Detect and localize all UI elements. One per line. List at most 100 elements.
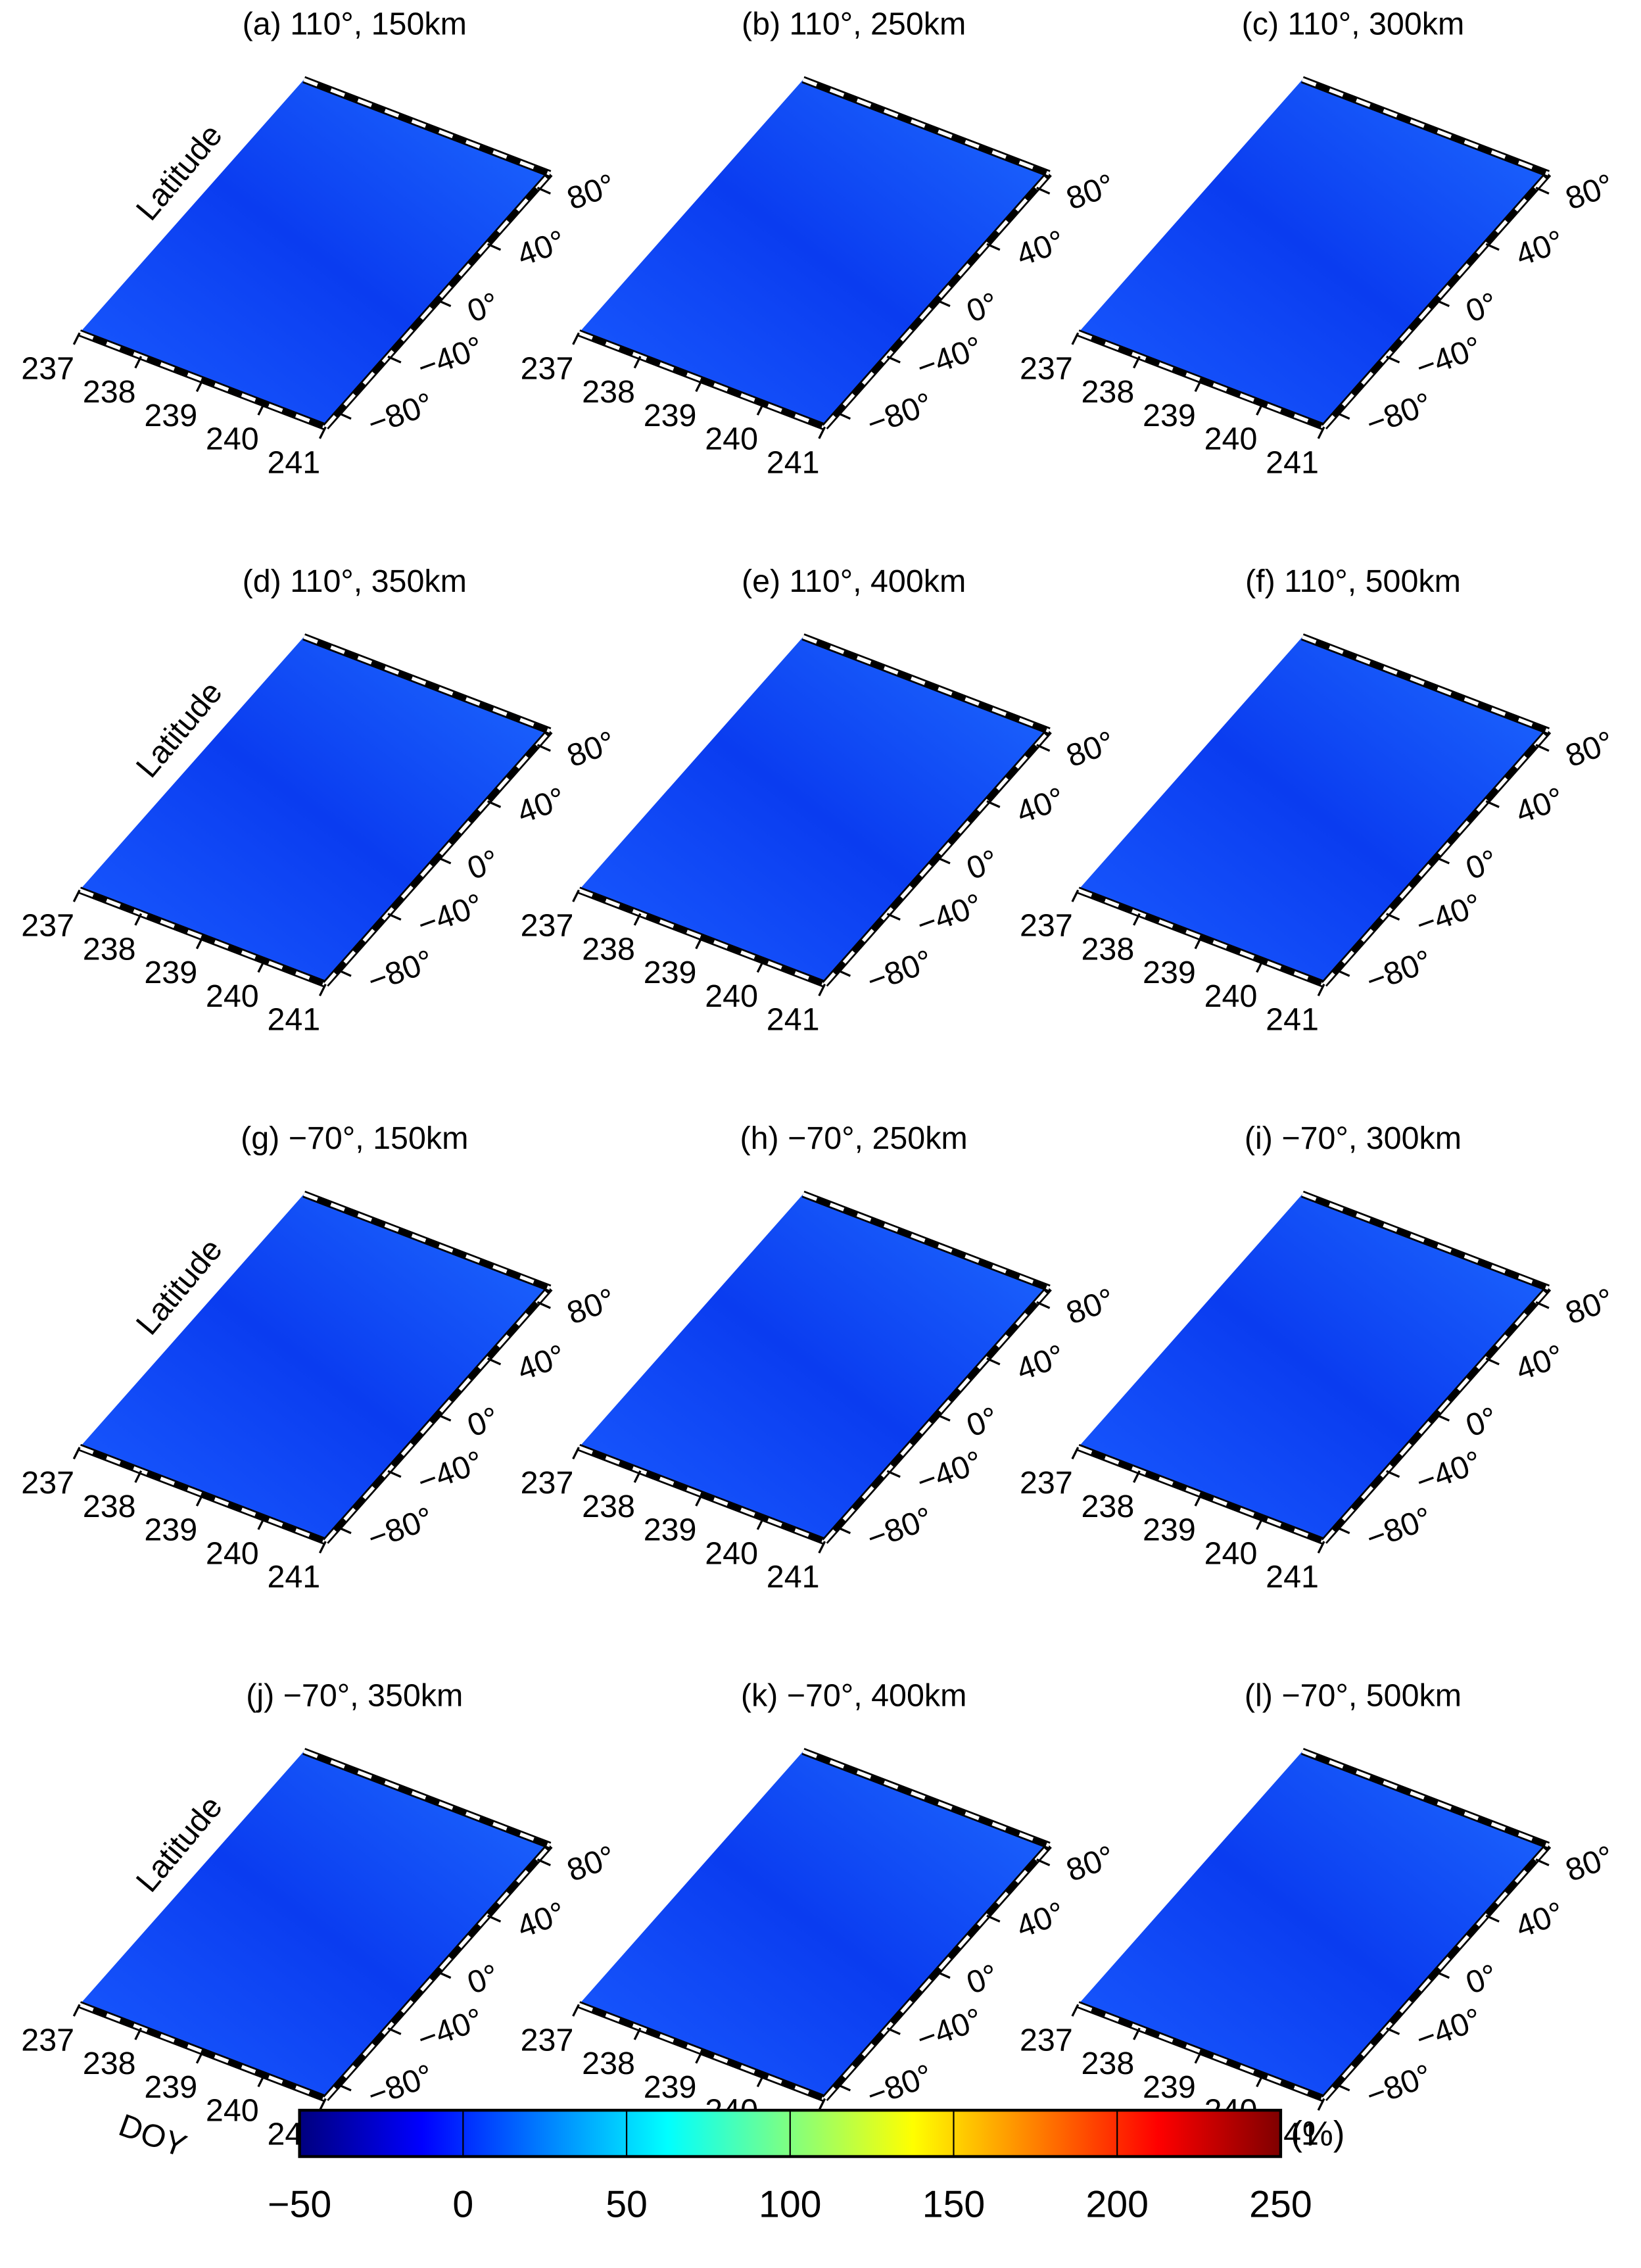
surface — [1078, 637, 1549, 984]
x-tick-label: 239 — [1143, 955, 1196, 990]
y-tick — [387, 913, 402, 921]
x-tick — [1317, 426, 1325, 439]
y-tick-label: −80° — [1362, 2058, 1437, 2113]
y-tick-label: 0° — [1462, 1400, 1502, 1444]
y-tick — [1485, 800, 1500, 808]
y-tick — [886, 2027, 901, 2035]
surface — [1078, 1194, 1549, 1542]
panel-title: (f) 110°, 500km — [1245, 564, 1461, 599]
x-tick — [633, 356, 642, 369]
x-tick — [1071, 1447, 1080, 1460]
x-tick — [134, 913, 143, 926]
y-tick-label: −80° — [863, 943, 938, 999]
x-tick-label: 241 — [1266, 1002, 1319, 1038]
x-tick-label: 241 — [1266, 1559, 1319, 1595]
frame-edge — [302, 1190, 552, 1292]
y-tick — [1435, 856, 1450, 865]
colorbar-tick-label: 200 — [1085, 2184, 1148, 2226]
x-tick — [818, 2098, 826, 2111]
surface — [579, 1751, 1049, 2099]
x-tick — [318, 983, 327, 997]
y-tick — [1036, 744, 1051, 752]
x-tick — [1194, 2051, 1202, 2064]
x-tick — [1194, 936, 1202, 950]
x-tick-label: 238 — [1082, 931, 1135, 967]
y-tick-label: −40° — [413, 1444, 488, 1500]
y-tick-label: 40° — [1511, 781, 1568, 831]
x-tick — [695, 936, 703, 950]
y-tick — [487, 243, 502, 251]
y-tick-label: 0° — [463, 843, 504, 887]
panel: (a) 110°, 150km237238239240241−80°−40°0°… — [21, 6, 620, 480]
x-tick — [195, 1493, 204, 1507]
x-tick-label: 238 — [582, 931, 635, 967]
y-tick — [1535, 1858, 1550, 1867]
y-tick — [836, 1526, 851, 1535]
y-tick-label: −80° — [363, 1501, 438, 1556]
frame-edge — [801, 76, 1051, 178]
y-tick — [936, 299, 951, 308]
x-tick — [756, 2074, 765, 2088]
y-tick-label: −40° — [912, 2001, 987, 2057]
panel-title: (c) 110°, 300km — [1242, 6, 1465, 41]
panel-title: (b) 110°, 250km — [742, 6, 966, 41]
y-tick-label: 0° — [1462, 286, 1502, 330]
x-tick — [572, 1447, 580, 1460]
y-tick — [986, 800, 1001, 808]
x-tick — [633, 913, 642, 926]
x-tick — [195, 2051, 204, 2064]
surface — [579, 80, 1049, 427]
x-tick-label: 240 — [1204, 978, 1258, 1014]
y-tick-label: 0° — [463, 1400, 504, 1444]
y-tick-label: −80° — [1362, 943, 1437, 999]
y-tick-label: 40° — [1012, 781, 1069, 831]
y-tick — [387, 355, 402, 364]
x-tick-label: 241 — [767, 1559, 820, 1595]
y-tick — [387, 1470, 402, 1478]
x-tick-label: 240 — [705, 1535, 758, 1571]
x-tick-label: 239 — [144, 955, 197, 990]
surface — [1078, 1751, 1549, 2099]
x-tick — [257, 1517, 266, 1530]
panel: (d) 110°, 350km237238239240241−80°−40°0°… — [21, 564, 620, 1038]
x-tick — [318, 426, 327, 439]
y-tick-label: 80° — [1062, 725, 1119, 775]
y-tick-label: 80° — [1561, 1839, 1618, 1889]
x-tick — [195, 379, 204, 393]
x-tick-label: 239 — [144, 398, 197, 433]
y-tick — [886, 1470, 901, 1478]
x-tick-label: 237 — [1020, 2022, 1073, 2058]
x-tick — [695, 2051, 703, 2064]
x-tick — [1317, 2098, 1325, 2111]
x-tick — [134, 2027, 143, 2040]
y-tick — [936, 856, 951, 865]
x-tick — [72, 1447, 81, 1460]
panel-title: (h) −70°, 250km — [740, 1121, 967, 1156]
y-tick-label: 80° — [1062, 1282, 1119, 1332]
y-tick — [1336, 1526, 1350, 1535]
frame-edge — [1300, 76, 1550, 178]
y-tick — [337, 1526, 352, 1535]
x-tick-label: 240 — [206, 978, 259, 1014]
y-tick-label: −80° — [1362, 386, 1437, 442]
x-tick-label: 241 — [767, 445, 820, 480]
y-tick-label: −40° — [1412, 1444, 1486, 1500]
x-tick — [572, 332, 580, 345]
x-tick-label: 239 — [644, 1512, 697, 1548]
x-tick-label: 240 — [206, 422, 259, 457]
y-tick — [1535, 744, 1550, 752]
surface — [579, 1194, 1049, 1542]
surface — [80, 80, 550, 427]
y-tick-label: −40° — [912, 329, 987, 385]
y-tick-label: −40° — [1412, 329, 1486, 385]
y-tick — [1386, 1470, 1400, 1478]
y-tick-label: −40° — [413, 329, 488, 385]
x-tick — [1133, 1470, 1141, 1484]
x-tick-label: 237 — [21, 2022, 74, 2058]
panel: (k) −70°, 400km237238239240241−80°−40°0°… — [521, 1678, 1120, 2165]
y-tick-label: 40° — [1012, 1895, 1069, 1945]
y-tick — [986, 1914, 1001, 1923]
x-tick — [1071, 2004, 1080, 2017]
